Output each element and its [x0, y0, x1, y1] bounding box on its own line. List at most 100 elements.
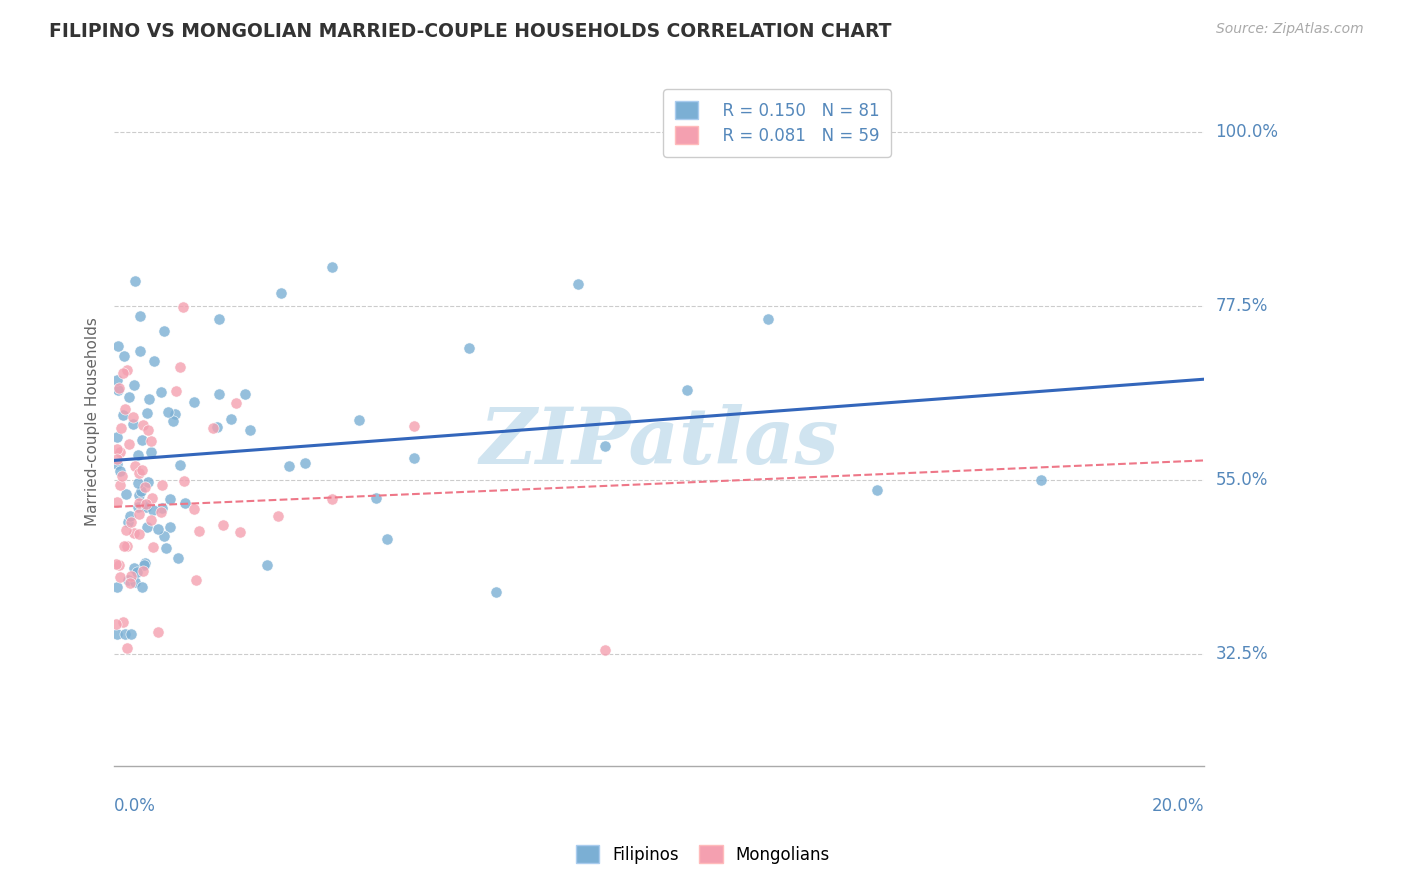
Point [124, 274, 146, 288]
Point [128, 467, 150, 481]
Point [108, 477, 131, 491]
Point [457, 341, 479, 355]
Point [127, 476, 149, 491]
Point [105, 442, 128, 457]
Point [152, 529, 174, 543]
Y-axis label: Married-couple Households: Married-couple Households [86, 318, 100, 526]
Point [132, 417, 155, 432]
Point [239, 423, 262, 437]
Point [135, 497, 157, 511]
Point [756, 312, 779, 326]
Point [150, 477, 173, 491]
Point [128, 526, 150, 541]
Point [110, 445, 132, 459]
Point [111, 408, 134, 422]
Point [131, 463, 153, 477]
Point [141, 513, 163, 527]
Point [402, 450, 425, 465]
Point [228, 524, 250, 539]
Point [110, 421, 132, 435]
Text: FILIPINO VS MONGOLIAN MARRIED-COUPLE HOUSEHOLDS CORRELATION CHART: FILIPINO VS MONGOLIAN MARRIED-COUPLE HOU… [49, 22, 891, 41]
Point [115, 523, 138, 537]
Point [267, 509, 290, 524]
Legend: Filipinos, Mongolians: Filipinos, Mongolians [569, 838, 837, 871]
Point [593, 438, 616, 452]
Point [127, 565, 149, 579]
Point [105, 580, 128, 594]
Point [120, 627, 142, 641]
Point [107, 339, 129, 353]
Point [675, 383, 697, 397]
Point [149, 505, 172, 519]
Text: 32.5%: 32.5% [1216, 645, 1268, 663]
Point [111, 615, 134, 629]
Point [233, 387, 256, 401]
Point [375, 532, 398, 546]
Point [117, 573, 139, 587]
Point [105, 627, 128, 641]
Point [110, 464, 132, 478]
Point [256, 558, 278, 573]
Point [107, 457, 129, 471]
Point [118, 436, 141, 450]
Text: Source: ZipAtlas.com: Source: ZipAtlas.com [1216, 22, 1364, 37]
Point [104, 616, 127, 631]
Point [349, 413, 371, 427]
Point [219, 412, 242, 426]
Point [146, 625, 169, 640]
Point [152, 500, 174, 515]
Point [866, 483, 889, 498]
Point [207, 420, 229, 434]
Text: 0.0%: 0.0% [114, 797, 156, 814]
Text: 77.5%: 77.5% [1216, 297, 1268, 315]
Point [115, 641, 138, 656]
Point [173, 474, 195, 488]
Point [142, 541, 165, 555]
Point [208, 312, 231, 326]
Point [114, 627, 136, 641]
Point [163, 407, 186, 421]
Legend:   R = 0.150   N = 81,   R = 0.081   N = 59: R = 0.150 N = 81, R = 0.081 N = 59 [664, 89, 891, 157]
Point [129, 344, 152, 359]
Point [124, 574, 146, 589]
Point [135, 519, 157, 533]
Point [117, 515, 139, 529]
Point [124, 561, 146, 575]
Point [105, 373, 128, 387]
Point [184, 573, 207, 587]
Point [120, 575, 142, 590]
Point [225, 396, 247, 410]
Point [270, 285, 292, 300]
Point [402, 418, 425, 433]
Point [128, 508, 150, 522]
Point [167, 551, 190, 566]
Point [134, 558, 156, 573]
Point [117, 362, 139, 376]
Point [134, 556, 156, 570]
Point [122, 526, 145, 541]
Point [183, 502, 205, 516]
Point [112, 366, 135, 380]
Point [120, 509, 142, 524]
Point [202, 420, 225, 434]
Point [112, 350, 135, 364]
Point [1029, 474, 1052, 488]
Point [593, 643, 616, 657]
Point [111, 469, 134, 483]
Point [321, 260, 343, 274]
Point [129, 483, 152, 498]
Point [172, 300, 194, 314]
Text: ZIPatlas: ZIPatlas [479, 404, 839, 481]
Point [141, 491, 163, 505]
Point [138, 392, 160, 407]
Point [132, 499, 155, 513]
Point [159, 492, 181, 507]
Point [129, 309, 152, 323]
Point [114, 487, 136, 501]
Point [135, 500, 157, 515]
Text: 100.0%: 100.0% [1216, 122, 1278, 141]
Point [142, 503, 165, 517]
Text: 55.0%: 55.0% [1216, 471, 1268, 489]
Point [122, 417, 145, 431]
Point [124, 459, 146, 474]
